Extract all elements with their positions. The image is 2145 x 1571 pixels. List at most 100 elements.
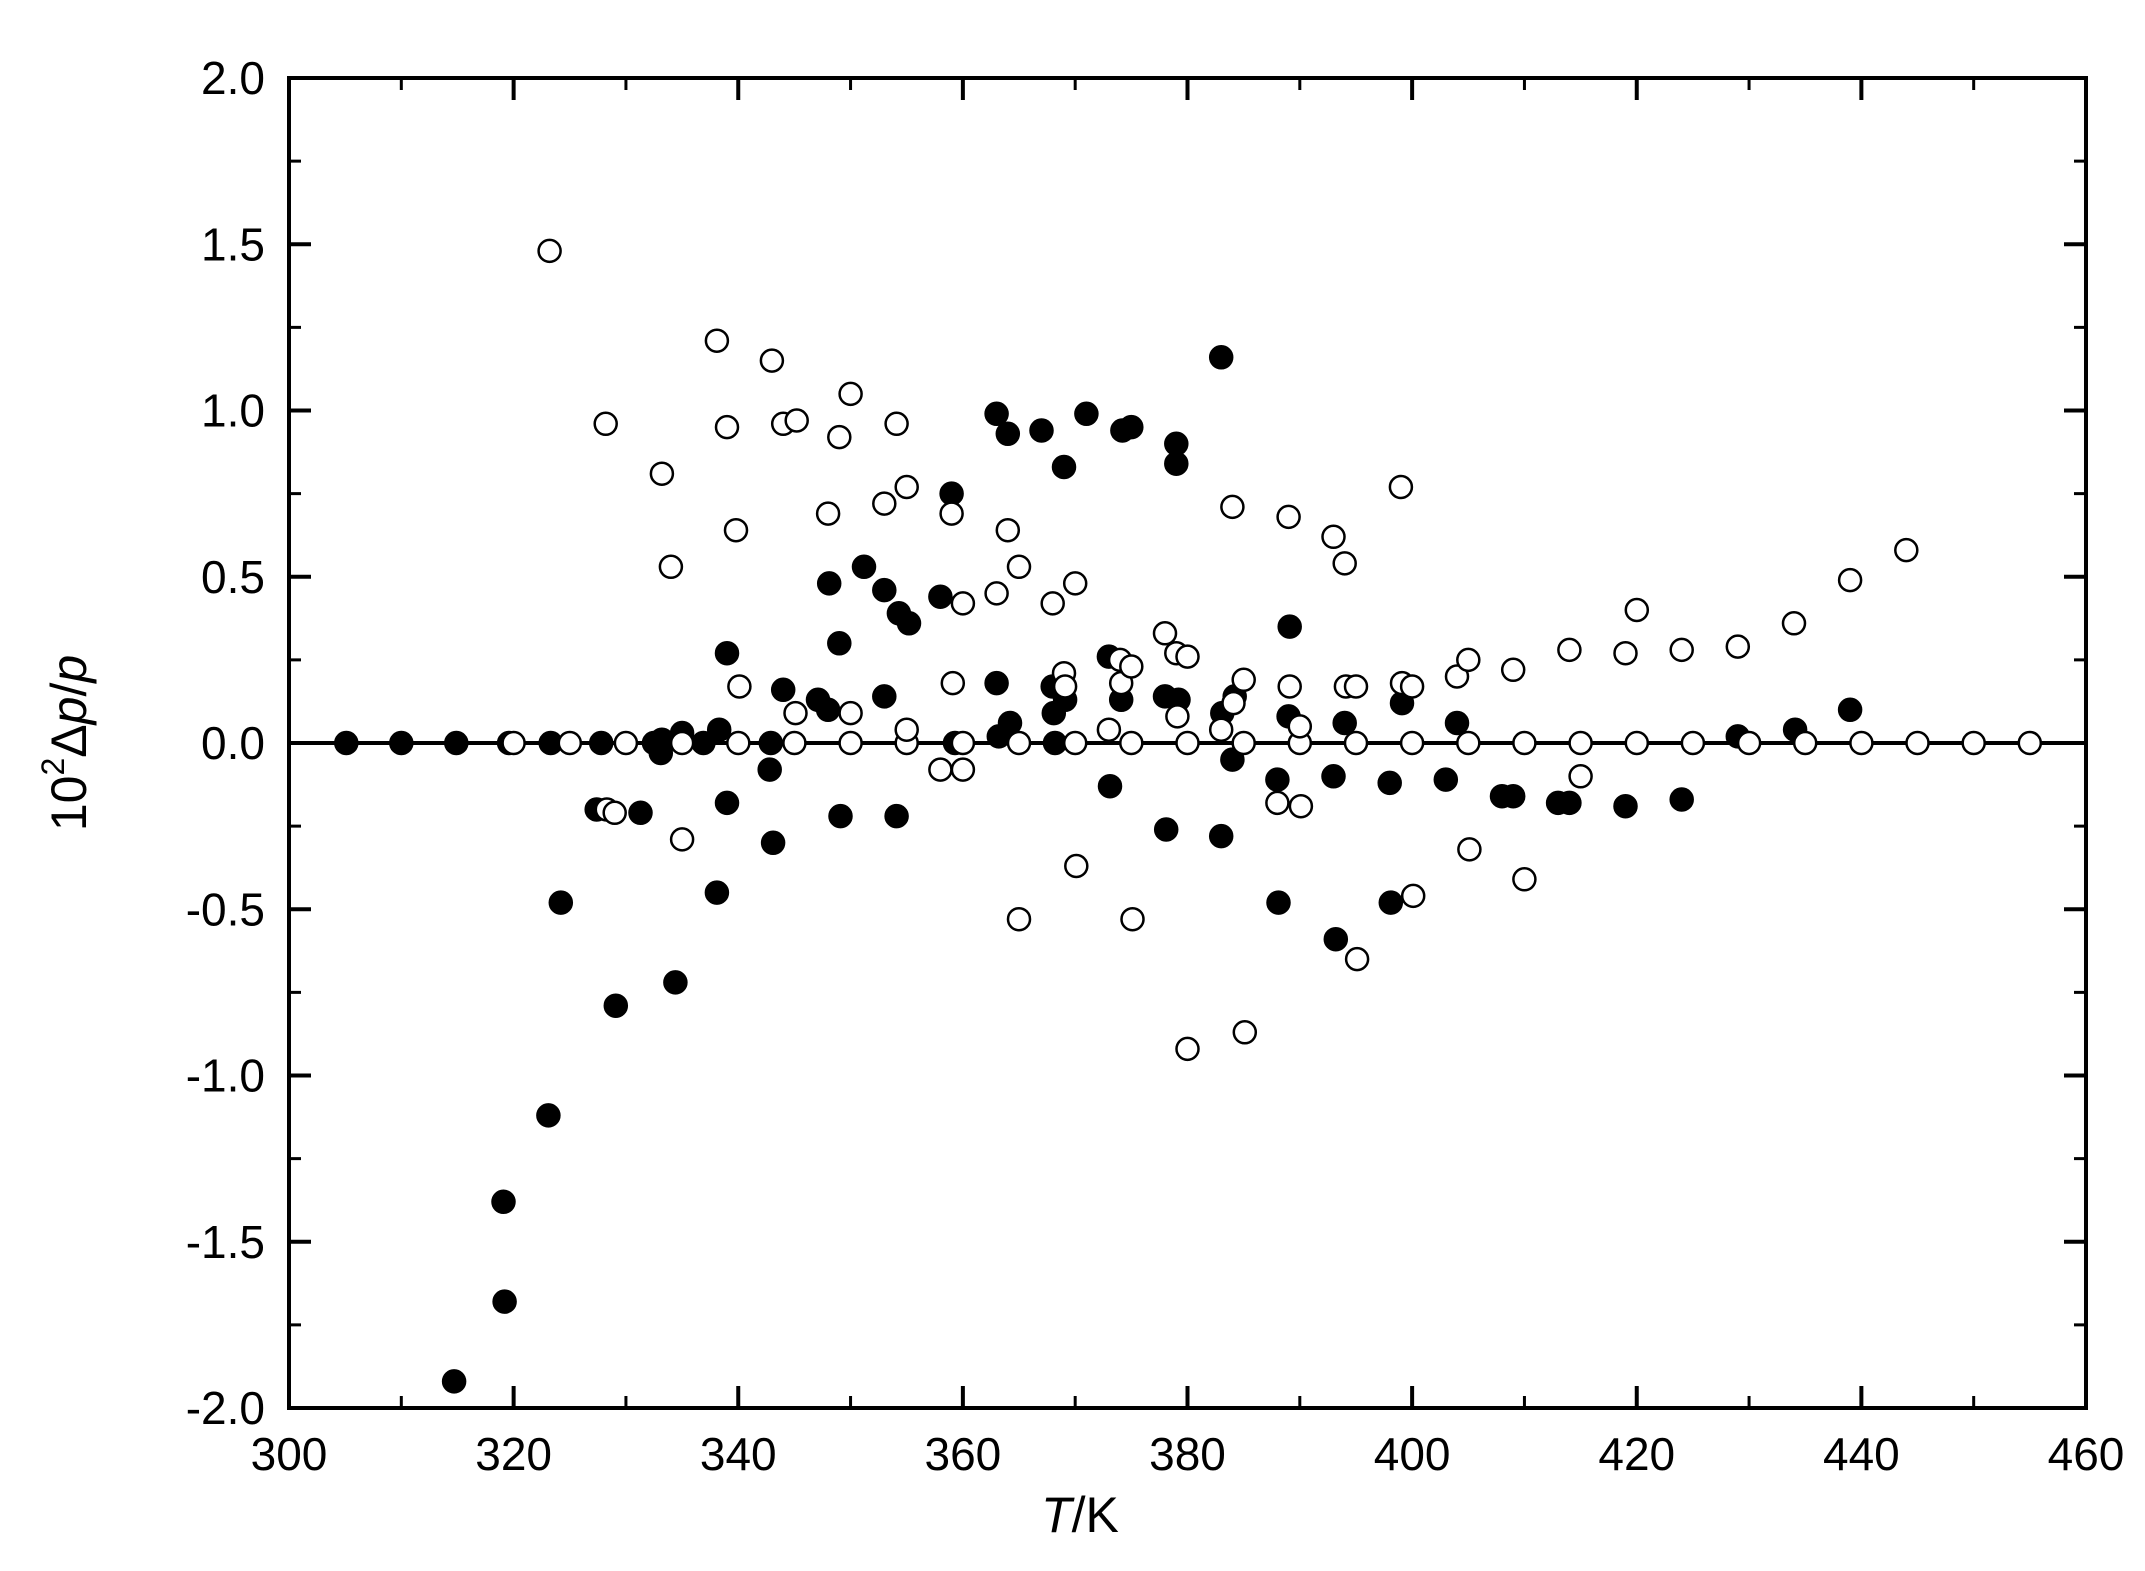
filled-data-point [548, 890, 574, 915]
open-data-point [995, 517, 1021, 543]
filled-data-point [1613, 793, 1638, 819]
open-data-point [838, 700, 863, 726]
open-data-point [704, 328, 730, 353]
filled-data-point [815, 697, 841, 723]
open-data-point [939, 501, 964, 526]
open-data-point [1736, 730, 1762, 756]
filled-data-point [1444, 710, 1470, 736]
open-data-point [1321, 524, 1346, 550]
x-tick-label: 460 [2048, 1428, 2125, 1480]
filled-data-point [1042, 730, 1068, 756]
open-data-point [602, 800, 627, 826]
open-data-point [894, 717, 919, 742]
y-tick-label: -0.5 [186, 883, 265, 935]
filled-data-point [1332, 710, 1357, 736]
filled-data-point [536, 1103, 561, 1128]
open-data-point [1119, 730, 1144, 756]
filled-data-point [663, 970, 688, 995]
open-data-point [1006, 906, 1032, 932]
filled-data-point [1097, 773, 1123, 799]
open-data-point [838, 381, 863, 407]
filled-data-point [851, 554, 877, 580]
open-data-point [759, 348, 785, 373]
filled-data-point [389, 730, 414, 756]
x-tick-label: 340 [700, 1428, 777, 1480]
filled-data-point [896, 611, 922, 636]
filled-data-point [1837, 697, 1863, 723]
open-data-point [950, 730, 976, 756]
y-axis-label-exponent: 2 [35, 758, 71, 776]
open-data-point [1444, 664, 1470, 689]
y-tick-label: 0.0 [201, 717, 265, 769]
open-data-point [658, 554, 684, 580]
open-data-point [557, 730, 583, 756]
filled-data-point [1378, 890, 1404, 915]
open-data-point [1231, 667, 1256, 693]
open-data-point [838, 730, 863, 756]
open-data-point [1231, 730, 1256, 756]
filled-data-point [760, 830, 786, 856]
open-data-point [727, 674, 752, 699]
open-data-point [950, 757, 976, 782]
x-tick-label: 440 [1823, 1428, 1900, 1480]
open-data-point [1557, 637, 1582, 663]
filled-data-point [1208, 345, 1234, 370]
y-axis-label-slash: / [41, 683, 97, 697]
filled-data-point [1500, 783, 1526, 809]
open-data-point [815, 501, 841, 526]
open-data-point [827, 424, 852, 450]
filled-data-point [1220, 747, 1245, 772]
x-axis-label-unit: /K [1072, 1487, 1119, 1543]
open-data-point [1400, 883, 1426, 909]
filled-data-point [441, 1369, 467, 1394]
open-data-point [1165, 704, 1190, 729]
open-data-point [714, 414, 740, 440]
open-data-point [1276, 504, 1301, 530]
plot-frame [287, 76, 2088, 1410]
filled-data-point [444, 730, 469, 756]
open-data-point [1669, 637, 1694, 663]
open-data-point [1792, 730, 1818, 756]
filled-data-point [872, 577, 897, 603]
open-data-point [537, 238, 562, 264]
open-data-point [1894, 537, 1919, 563]
filled-data-point [816, 571, 842, 596]
x-tick-label: 300 [251, 1428, 328, 1480]
tick-labels-layer: 300 320 340 360 380 400 420 440 460 -2.0 -1.5 -1.0 -… [186, 52, 2125, 1480]
open-data-point [1568, 764, 1593, 789]
filled-data-point [884, 803, 909, 829]
filled-data-point [1266, 890, 1291, 915]
filled-data-point [984, 670, 1009, 696]
open-data-point [1399, 674, 1425, 699]
open-data-point [1344, 946, 1370, 972]
filled-data-point [1051, 454, 1077, 480]
open-data-point [1388, 474, 1414, 500]
filled-data-point [1277, 614, 1302, 639]
y-tick-label: 2.0 [201, 52, 265, 104]
open-data-point [1343, 674, 1369, 699]
filled-data-point [997, 710, 1023, 736]
filled-data-point [649, 727, 675, 752]
x-tick-label: 380 [1149, 1428, 1226, 1480]
filled-data-point [984, 401, 1009, 427]
filled-data-point [628, 800, 653, 826]
x-tick-label: 360 [925, 1428, 1002, 1480]
open-data-point [593, 411, 618, 437]
open-data-point [1220, 494, 1245, 520]
x-tick-label: 400 [1374, 1428, 1451, 1480]
filled-data-point [491, 1189, 516, 1215]
y-tick-label: -1.0 [186, 1050, 265, 1102]
y-axis-label-p1: p [41, 697, 97, 727]
open-data-point [1120, 906, 1145, 932]
x-axis-label-symbol: T [1041, 1487, 1075, 1543]
open-data-point [940, 670, 966, 696]
y-axis-label: 102Δp/p [35, 655, 97, 831]
filled-data-point [872, 684, 897, 709]
filled-data-point [757, 757, 782, 782]
filled-data-point [995, 421, 1021, 447]
open-data-point [1277, 674, 1302, 699]
open-data-point [950, 591, 976, 616]
filled-data-point [1377, 770, 1402, 796]
open-data-point [1837, 567, 1863, 593]
